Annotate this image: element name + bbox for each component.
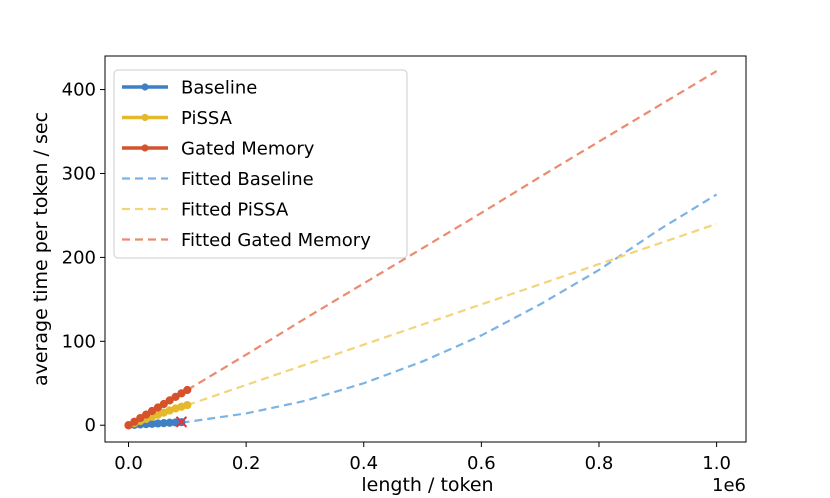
legend-entry-fitted-pissa: Fitted PiSSA [122,200,289,221]
axes-layer: 0.0 0.2 0.4 0.6 0.8 1.0 0 100 200 300 400 [62,55,747,474]
y-tick-label: 200 [62,247,96,268]
data-point-gated-memory [165,396,174,405]
data-point-gated-memory [147,406,157,416]
data-point-gated-memory [130,417,139,426]
data-point-gated-memory [142,410,151,419]
y-tick-label: 100 [62,331,96,352]
legend-entry-gated-memory: Gated Memory [122,139,315,160]
legend-box [113,69,408,259]
x-tick-label: 0.0 [114,453,143,474]
data-point-pissa [183,400,192,410]
data-point-gated-memory [159,399,168,409]
oom-x-marker [175,416,188,428]
legend-entry-fitted-gated-memory: Fitted Gated Memory [122,230,371,251]
data-point-gated-memory [136,413,145,423]
legend-entry-pissa: PiSSA [122,108,233,129]
y-tick-label: 0 [85,415,96,436]
legend-entry-baseline: Baseline [122,78,257,99]
legend: Baseline PiSSA Gated Memory Fitted Baseline… [113,69,408,259]
axes-frame [104,55,747,443]
x-tick-label: 0.4 [349,453,378,474]
data-point-gated-memory [153,403,163,412]
legend-label: Fitted Gated Memory [181,230,371,251]
data-point-gated-memory [124,421,133,430]
series-line-fitted-pissa [186,222,717,407]
legend-entry-fitted-baseline: Fitted Baseline [122,169,314,190]
x-axis-label: length / token [361,474,493,496]
data-point-gated-memory [183,385,192,395]
series-layer [124,70,718,430]
legend-label: Fitted Baseline [181,169,314,190]
x-tick-label: 1.0 [702,453,731,474]
legend-label: Fitted PiSSA [181,200,289,221]
y-tick-label: 400 [62,80,96,101]
x-tick-label: 0.6 [467,453,496,474]
legend-label: PiSSA [181,108,233,129]
x-offset-label: 1e6 [712,475,746,496]
y-axis-label: average time per token / sec [30,112,52,386]
legend-label: Baseline [181,78,257,99]
y-tick-label: 300 [62,163,96,184]
x-tick-label: 0.2 [232,453,261,474]
data-point-gated-memory [171,392,180,401]
legend-label: Gated Memory [181,139,315,160]
x-tick-label: 0.8 [585,453,614,474]
